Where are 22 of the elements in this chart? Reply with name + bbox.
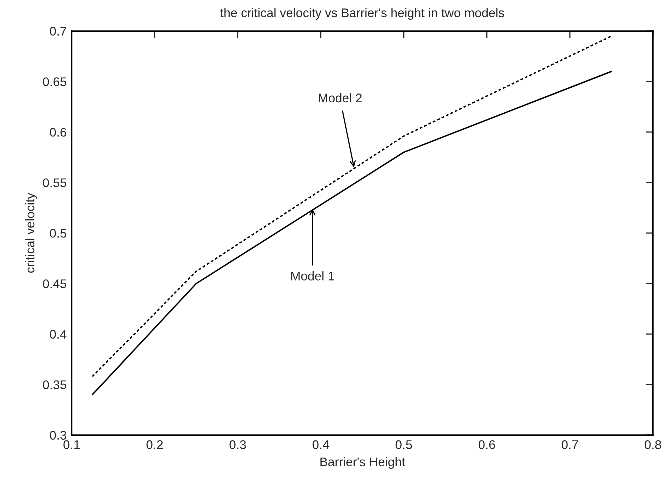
annotation: Model 2 (319, 93, 362, 103)
x-axis-title: Barrier's Height (320, 457, 406, 470)
y-tick-label: 0.65 (43, 78, 67, 86)
annotation: Model 1 (292, 272, 334, 281)
y-tick-label: 0.45 (43, 280, 67, 288)
x-tick-label: 0.7 (562, 440, 578, 450)
x-tick-label: 0.3 (230, 440, 246, 450)
x-tick-label: 0.6 (478, 440, 496, 450)
x-tick-label: 0.1 (64, 440, 80, 450)
x-tick-label: 0.8 (644, 440, 662, 450)
y-tick-label: 0.6 (50, 128, 66, 137)
x-tick-label: 0.2 (146, 440, 164, 450)
chart-title: the critical velocity vs Barrier's height in two models (220, 8, 504, 20)
y-tick-label: 0.5 (50, 229, 67, 238)
x-tick-label: 0.5 (396, 440, 412, 450)
x-tick-label: 0.4 (312, 440, 330, 450)
y-axis-title: critical velocity (26, 193, 38, 274)
y-tick-label: 0.55 (43, 178, 67, 188)
y-tick-label: 0.3 (50, 431, 66, 440)
y-tick-label: 0.4 (50, 330, 67, 339)
y-tick-label: 0.7 (50, 27, 66, 36)
y-tick-label: 0.35 (43, 380, 67, 390)
